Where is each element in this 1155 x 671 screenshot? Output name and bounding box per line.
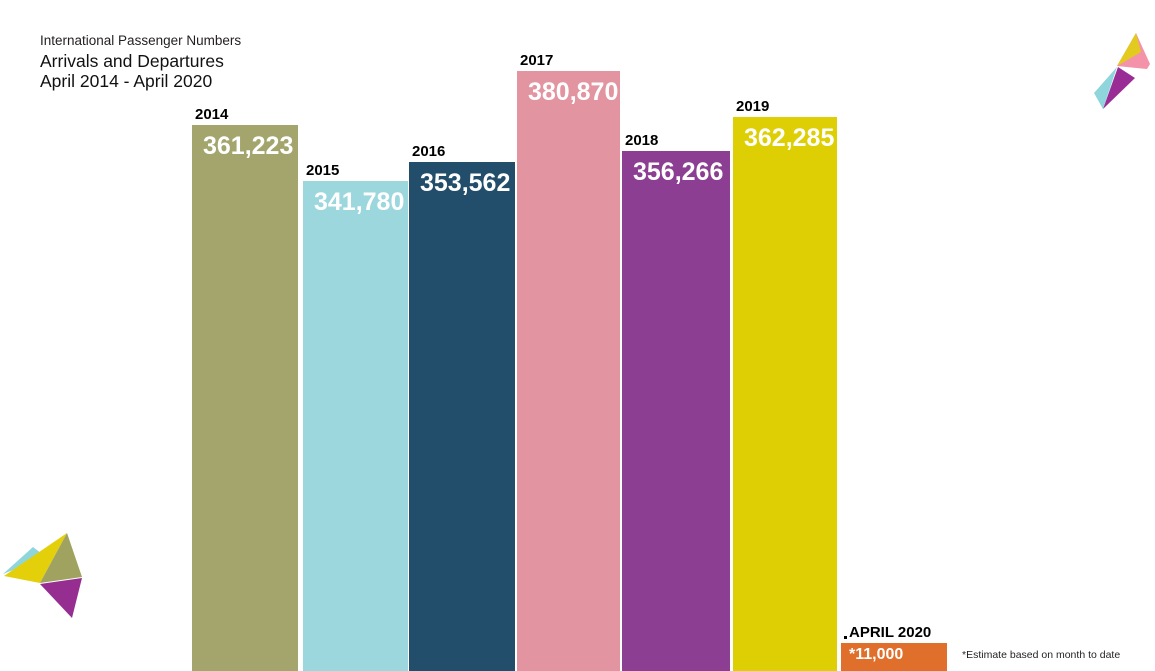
bar-value-2015: 341,780 — [314, 188, 405, 216]
bar-year-label-2016: 2016 — [412, 143, 445, 160]
bar-group-april-2020: APRIL 2020 *11,000 — [841, 624, 947, 671]
bar-group-2015: 2015 341,780 — [303, 162, 408, 671]
logo-purple-triangle — [40, 578, 82, 618]
logo-cyan-triangle — [3, 547, 46, 574]
bar-year-label-2018: 2018 — [625, 132, 658, 149]
bar-group-2017: 2017 380,870 — [517, 52, 620, 671]
chart-kicker: International Passenger Numbers — [40, 33, 242, 48]
bar-2018: 356,266 — [622, 151, 730, 671]
chart-title-line2: April 2014 - April 2020 — [40, 70, 213, 91]
logo-yellow-triangle — [4, 533, 67, 583]
bar-group-2014: 2014 361,223 — [192, 106, 298, 671]
bar-year-label-2017: 2017 — [520, 52, 553, 69]
logo-cyan-triangle — [1094, 67, 1117, 109]
bar-2016: 353,562 — [409, 162, 515, 671]
bar-2019: 362,285 — [733, 117, 837, 671]
bar-value-2019: 362,285 — [744, 124, 835, 152]
bar-year-label-2014: 2014 — [195, 106, 228, 123]
bar-group-2016: 2016 353,562 — [409, 143, 515, 671]
bar-value-2018: 356,266 — [633, 158, 724, 186]
bar-year-label-2015: 2015 — [306, 162, 339, 179]
year-text: 2016 — [412, 143, 446, 160]
bar-year-label-april-2020: APRIL 2020 — [844, 624, 931, 641]
bar-april-2020: *11,000 — [841, 643, 947, 671]
logo-pink-triangle — [1117, 33, 1150, 69]
bar-group-2019: 2019 362,285 — [733, 98, 837, 671]
year-text: 2019 — [736, 98, 770, 115]
estimate-footnote: *Estimate based on month to date — [962, 649, 1121, 661]
year-text: 2017 — [520, 52, 554, 69]
bar-value-2014: 361,223 — [203, 132, 294, 160]
bar-2014: 361,223 — [192, 125, 298, 671]
year-text: 2018 — [625, 132, 659, 149]
logo-purple-triangle — [1103, 67, 1135, 109]
logo-yellow-triangle — [1117, 33, 1141, 66]
bar-value-2017: 380,870 — [528, 78, 619, 106]
chart-title-line1: Arrivals and Departures — [40, 51, 224, 71]
year-text: APRIL 2020 — [849, 624, 932, 641]
bar-value-2016: 353,562 — [420, 169, 511, 197]
bar-year-label-2019: 2019 — [736, 98, 769, 115]
year-text: 2015 — [306, 162, 340, 179]
year-text: 2014 — [195, 106, 229, 123]
logo-olive-triangle — [40, 533, 82, 583]
bar-value-april-2020: *11,000 — [849, 646, 904, 663]
title-block: International Passenger Numbers Arrivals… — [40, 33, 241, 91]
bar-2015: 341,780 — [303, 181, 408, 671]
label-dot — [844, 636, 847, 639]
bar-group-2018: 2018 356,266 — [622, 132, 730, 671]
bar-2017: 380,870 — [517, 71, 620, 671]
